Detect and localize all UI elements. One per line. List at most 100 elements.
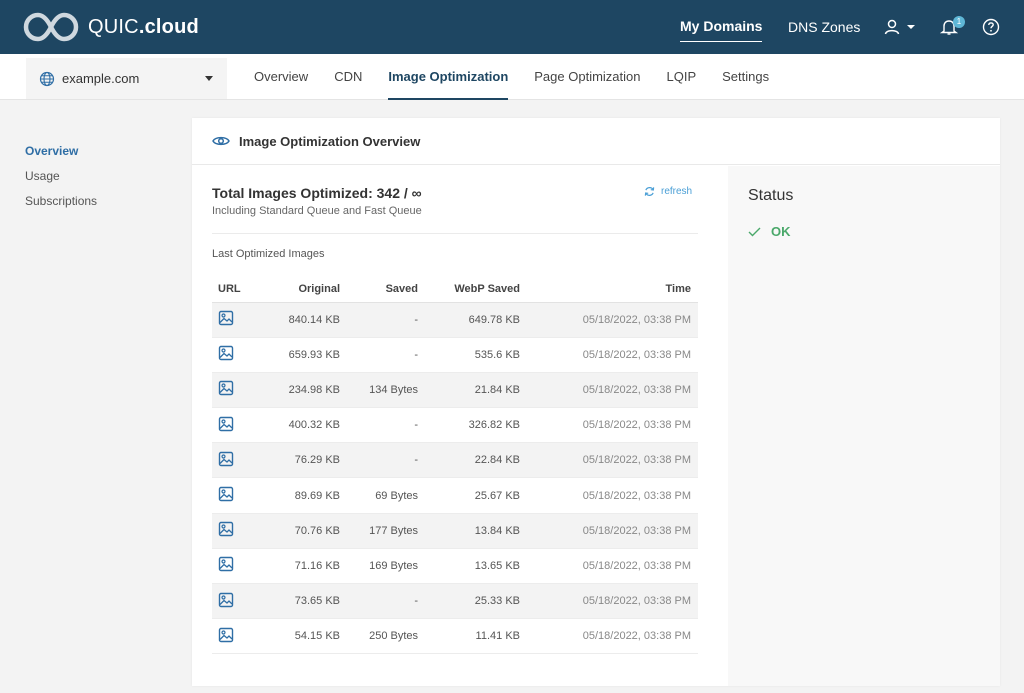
tab-page-optimization[interactable]: Page Optimization bbox=[534, 69, 641, 84]
chevron-down-icon bbox=[907, 25, 915, 29]
saved-cell: 169 Bytes bbox=[340, 548, 418, 585]
side-menu-item-overview[interactable]: Overview bbox=[25, 144, 79, 158]
domain-selector-value: example.com bbox=[62, 71, 140, 86]
saved-cell: - bbox=[340, 337, 418, 373]
nav-my-domains[interactable]: My Domains bbox=[680, 0, 763, 54]
image-icon[interactable] bbox=[218, 451, 234, 470]
webp-saved-cell: 326.82 KB bbox=[418, 407, 520, 444]
saved-cell: 134 Bytes bbox=[340, 372, 418, 409]
original-size-cell: 89.69 KB bbox=[252, 477, 340, 514]
saved-cell: 177 Bytes bbox=[340, 513, 418, 549]
image-icon[interactable] bbox=[218, 380, 234, 399]
saved-cell: - bbox=[340, 302, 418, 338]
table-row: 659.93 KB -535.6 KB 05/18/2022, 03:38 PM bbox=[212, 337, 698, 373]
tab-overview[interactable]: Overview bbox=[254, 69, 309, 84]
url-cell bbox=[212, 548, 252, 585]
original-size-cell: 659.93 KB bbox=[252, 337, 340, 373]
tab-image-optimization[interactable]: Image Optimization bbox=[388, 54, 508, 100]
time-cell: 05/18/2022, 03:38 PM bbox=[520, 618, 698, 655]
time-cell: 05/18/2022, 03:38 PM bbox=[520, 372, 698, 409]
tab-lqip[interactable]: LQIP bbox=[666, 69, 697, 84]
webp-saved-cell: 13.84 KB bbox=[418, 513, 520, 549]
url-cell bbox=[212, 513, 252, 549]
column-header-webp-saved: WebP Saved bbox=[418, 277, 520, 303]
domain-tabs: Overview CDN Image Optimization Page Opt… bbox=[254, 54, 795, 100]
image-icon[interactable] bbox=[218, 416, 234, 435]
status-panel: Status OK bbox=[728, 166, 1000, 686]
webp-saved-cell: 649.78 KB bbox=[418, 302, 520, 338]
webp-saved-cell: 21.84 KB bbox=[418, 372, 520, 409]
time-cell: 05/18/2022, 03:38 PM bbox=[520, 302, 698, 338]
original-size-cell: 76.29 KB bbox=[252, 442, 340, 479]
logo-icon bbox=[23, 12, 79, 42]
card-header: Image Optimization Overview bbox=[192, 118, 1000, 165]
image-icon[interactable] bbox=[218, 345, 234, 364]
url-cell bbox=[212, 618, 252, 655]
user-menu[interactable] bbox=[883, 16, 917, 38]
table-row: 71.16 KB 169 Bytes 13.65 KB 05/18/2022, 03:… bbox=[212, 548, 698, 585]
webp-saved-cell: 22.84 KB bbox=[418, 442, 520, 479]
domain-subbar: example.com Overview CDN Image Optimizat… bbox=[0, 54, 1024, 100]
nav-dns-zones[interactable]: DNS Zones bbox=[788, 0, 860, 54]
brand-logo[interactable]: QUIC.cloud bbox=[22, 11, 199, 43]
webp-saved-cell: 11.41 KB bbox=[418, 618, 520, 655]
column-header-original: Original bbox=[252, 277, 340, 303]
image-icon[interactable] bbox=[218, 592, 234, 611]
side-menu-item-subscriptions[interactable]: Subscriptions bbox=[25, 194, 98, 208]
column-header-time: Time bbox=[520, 277, 698, 303]
table-row: 70.76 KB 177 Bytes 13.84 KB 05/18/2022, 03:… bbox=[212, 513, 698, 549]
status-value: OK bbox=[771, 224, 791, 239]
status-indicator: OK bbox=[748, 224, 791, 239]
nav-dns-zones-label: DNS Zones bbox=[788, 19, 861, 35]
url-cell bbox=[212, 302, 252, 338]
saved-cell: - bbox=[340, 442, 418, 479]
saved-cell: 69 Bytes bbox=[340, 477, 418, 514]
saved-cell: - bbox=[340, 583, 418, 620]
time-cell: 05/18/2022, 03:38 PM bbox=[520, 442, 698, 479]
check-icon bbox=[748, 227, 761, 236]
image-icon[interactable] bbox=[218, 486, 234, 505]
help-button[interactable] bbox=[982, 16, 1000, 38]
notification-count-badge: 1 bbox=[953, 16, 965, 28]
table-row: 234.98 KB 134 Bytes 21.84 KB 05/18/2022, 03… bbox=[212, 372, 698, 409]
original-size-cell: 54.15 KB bbox=[252, 618, 340, 655]
time-cell: 05/18/2022, 03:38 PM bbox=[520, 583, 698, 620]
url-cell bbox=[212, 477, 252, 514]
webp-saved-cell: 13.65 KB bbox=[418, 548, 520, 585]
original-size-cell: 234.98 KB bbox=[252, 372, 340, 409]
image-icon[interactable] bbox=[218, 521, 234, 540]
top-navbar: QUIC.cloud My Domains DNS Zones 1 bbox=[0, 0, 1024, 54]
nav-my-domains-label: My Domains bbox=[680, 12, 763, 42]
time-cell: 05/18/2022, 03:38 PM bbox=[520, 548, 698, 585]
url-cell bbox=[212, 407, 252, 444]
table-row: 54.15 KB 250 Bytes 11.41 KB 05/18/2022, 03:… bbox=[212, 618, 698, 655]
image-icon[interactable] bbox=[218, 556, 234, 575]
refresh-label: refresh bbox=[661, 186, 693, 197]
original-size-cell: 71.16 KB bbox=[252, 548, 340, 585]
table-row: 89.69 KB 69 Bytes 25.67 KB 05/18/2022, 03:3… bbox=[212, 477, 698, 514]
eye-icon bbox=[212, 136, 230, 146]
globe-icon bbox=[39, 71, 55, 86]
domain-selector[interactable]: example.com bbox=[26, 58, 227, 99]
side-menu-item-usage[interactable]: Usage bbox=[25, 169, 60, 183]
time-cell: 05/18/2022, 03:38 PM bbox=[520, 337, 698, 373]
url-cell bbox=[212, 372, 252, 409]
saved-cell: - bbox=[340, 407, 418, 444]
time-cell: 05/18/2022, 03:38 PM bbox=[520, 513, 698, 549]
tab-settings[interactable]: Settings bbox=[722, 69, 770, 84]
original-size-cell: 840.14 KB bbox=[252, 302, 340, 338]
time-cell: 05/18/2022, 03:38 PM bbox=[520, 477, 698, 514]
original-size-cell: 400.32 KB bbox=[252, 407, 340, 444]
tab-cdn[interactable]: CDN bbox=[334, 69, 363, 84]
side-menu: Overview Usage Subscriptions bbox=[25, 143, 97, 218]
webp-saved-cell: 25.33 KB bbox=[418, 583, 520, 620]
refresh-button[interactable]: refresh bbox=[644, 186, 692, 197]
total-images-subtitle: Including Standard Queue and Fast Queue bbox=[212, 205, 422, 217]
image-icon[interactable] bbox=[218, 627, 234, 646]
image-icon[interactable] bbox=[218, 310, 234, 329]
refresh-icon bbox=[644, 187, 655, 196]
card-title: Image Optimization Overview bbox=[239, 133, 421, 149]
column-header-saved: Saved bbox=[340, 277, 418, 303]
chevron-down-icon bbox=[205, 76, 213, 81]
table-row: 840.14 KB -649.78 KB 05/18/2022, 03:38 PM bbox=[212, 302, 698, 338]
